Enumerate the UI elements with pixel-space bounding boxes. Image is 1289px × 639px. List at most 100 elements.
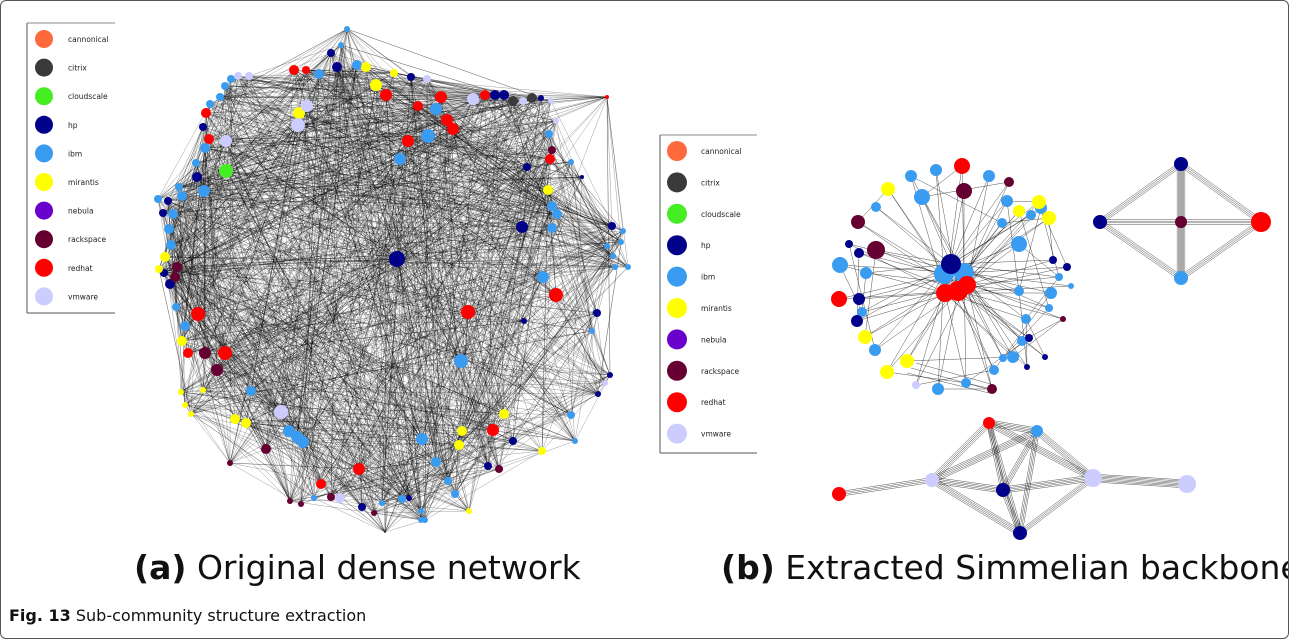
- node-redhat: [289, 65, 299, 75]
- node-mirantis: [881, 182, 895, 196]
- node-ibm: [451, 490, 459, 498]
- node-ibm: [1001, 195, 1013, 207]
- legend-swatch-vmware: [35, 287, 53, 306]
- panel-b-label: (b) Extracted Simmelian backbone: [721, 548, 1288, 587]
- legend-swatch-redhat: [35, 258, 53, 277]
- node-mirantis: [160, 252, 170, 262]
- node-hp: [407, 73, 415, 81]
- node-mirantis: [538, 447, 546, 455]
- node-redhat: [380, 89, 392, 101]
- node-redhat: [302, 66, 310, 74]
- node-ibm: [314, 69, 324, 79]
- node-redhat: [831, 291, 847, 307]
- node-ibm: [338, 42, 344, 48]
- node-redhat: [201, 108, 211, 118]
- node-rackspace: [1175, 216, 1187, 228]
- node-rackspace: [211, 364, 223, 376]
- legend-label-redhat: redhat: [68, 264, 93, 273]
- node-ibm: [547, 223, 557, 233]
- node-hp: [1013, 526, 1027, 540]
- node-mirantis: [293, 107, 305, 119]
- node-ibm: [1045, 304, 1053, 312]
- node-hp: [516, 221, 528, 233]
- node-vmware: [519, 97, 527, 105]
- node-vmware: [423, 75, 431, 83]
- node-ibm: [344, 26, 350, 32]
- legend-label-cloudscale: cloudscale: [701, 210, 741, 219]
- node-hp: [593, 309, 601, 317]
- node-ibm: [198, 185, 210, 197]
- legend-left: cannonical citrix cloudscale hp ibm mirantis n…: [26, 22, 115, 314]
- legend-swatch-vmware: [667, 423, 687, 444]
- node-ibm: [547, 201, 557, 211]
- node-ibm: [932, 383, 944, 395]
- node-ibm: [620, 228, 626, 234]
- caption-text: Sub-community structure extraction: [75, 606, 367, 625]
- legend-swatch-cannonical: [35, 30, 53, 48]
- legend-label-citrix: citrix: [701, 178, 720, 187]
- node-ibm: [1014, 286, 1024, 296]
- node-ibm: [398, 495, 406, 503]
- node-ibm: [961, 378, 971, 388]
- node-rackspace: [548, 146, 556, 154]
- node-ibm: [416, 433, 428, 445]
- node-hp: [1042, 354, 1048, 360]
- node-hp: [607, 372, 613, 378]
- node-hp: [490, 90, 500, 100]
- node-hp: [165, 279, 175, 289]
- legend-swatch-mirantis: [35, 173, 53, 191]
- node-hp: [854, 248, 864, 258]
- node-redhat: [435, 91, 447, 103]
- node-hp: [996, 483, 1010, 497]
- node-hp: [509, 437, 517, 445]
- node-ibm: [989, 365, 999, 375]
- node-rackspace: [851, 215, 865, 229]
- node-ibm: [857, 307, 867, 317]
- legend-swatch-mirantis: [667, 298, 687, 318]
- node-vmware: [1178, 475, 1196, 493]
- legend-label-hp: hp: [68, 121, 78, 130]
- node-redhat: [461, 305, 475, 319]
- node-rackspace: [1060, 316, 1066, 322]
- node-redhat: [191, 307, 205, 321]
- node-vmware: [274, 405, 288, 419]
- node-mirantis: [457, 426, 467, 436]
- node-mirantis: [155, 265, 163, 273]
- node-ibm: [999, 354, 1007, 362]
- node-vmware: [335, 493, 345, 503]
- node-mirantis: [370, 79, 382, 91]
- node-ibm: [246, 386, 256, 396]
- legend-label-nebula: nebula: [68, 207, 94, 216]
- node-ibm: [1031, 425, 1043, 437]
- node-ibm: [1017, 336, 1027, 346]
- node-hp: [499, 90, 509, 100]
- node-ibm: [604, 243, 610, 249]
- legend-swatch-nebula: [667, 329, 687, 350]
- node-ibm: [997, 218, 1007, 228]
- node-mirantis: [1013, 205, 1025, 217]
- node-redhat: [832, 487, 846, 501]
- node-mirantis: [543, 185, 553, 195]
- node-rackspace: [1004, 177, 1014, 187]
- panel-a-label: (a) Original dense network: [134, 548, 581, 587]
- node-ibm: [206, 100, 214, 108]
- node-hp: [1174, 157, 1188, 171]
- node-redhat: [447, 123, 459, 135]
- node-ibm: [1021, 314, 1031, 324]
- node-hp: [845, 240, 853, 248]
- legend-swatch-cloudscale: [35, 87, 53, 106]
- node-rackspace: [867, 241, 885, 259]
- node-ibm: [418, 517, 424, 523]
- node-ibm: [869, 344, 881, 356]
- node-vmware: [1084, 469, 1102, 487]
- legend-label-redhat: redhat: [701, 398, 726, 407]
- node-ibm: [625, 264, 631, 270]
- node-ibm: [567, 411, 575, 419]
- node-hp: [164, 197, 172, 205]
- node-ibm: [430, 103, 442, 115]
- node-citrix: [508, 96, 518, 106]
- caption-tag: Fig. 13: [9, 606, 71, 625]
- node-ibm: [180, 321, 190, 331]
- legend-swatch-cannonical: [667, 141, 687, 161]
- node-mirantis: [178, 389, 184, 395]
